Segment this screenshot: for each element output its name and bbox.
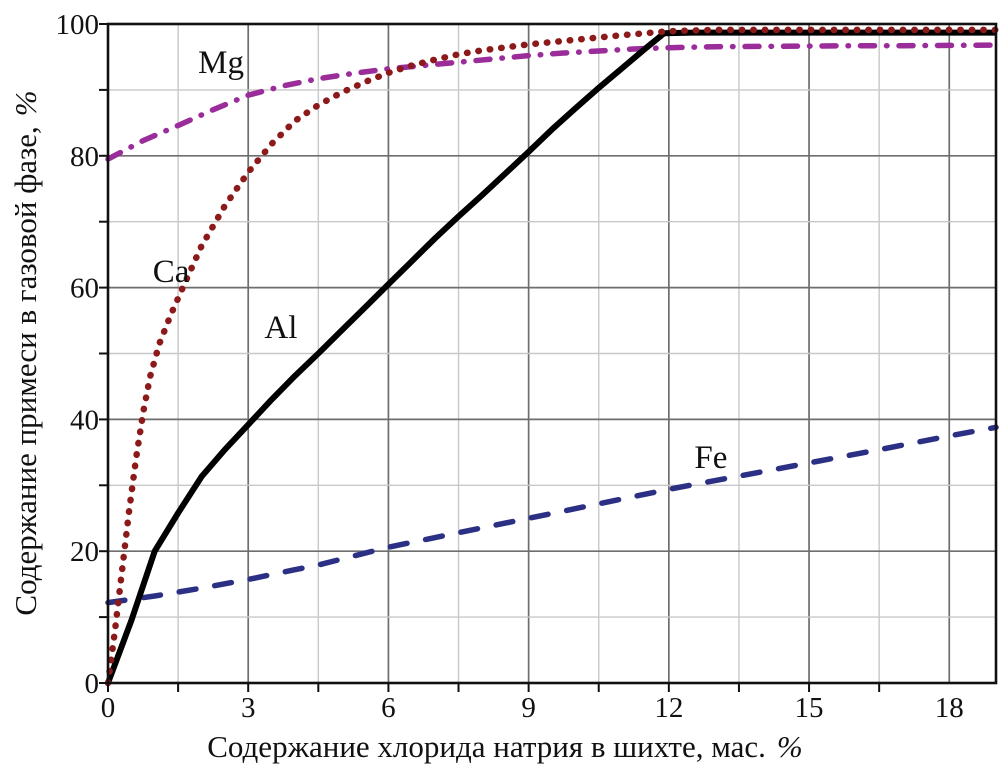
y-axis-title: Содержание примеси в газовой фазе,% [8, 90, 43, 615]
x-tick-label: 12 [654, 692, 683, 724]
x-tick-label: 15 [795, 692, 824, 724]
grid-layer [108, 24, 996, 683]
curve-Al [105, 29, 996, 685]
x-tick-label: 9 [521, 692, 536, 724]
y-axis-title-text: Содержание примеси в газовой фазе, [8, 126, 43, 615]
curve-label-Fe: Fe [694, 440, 727, 476]
series-layer [104, 26, 1000, 687]
x-tick-label: 0 [101, 692, 116, 724]
y-tick-label: 60 [70, 273, 99, 305]
x-axis-title-unit: % [777, 729, 803, 764]
curve-Ca [104, 26, 1000, 687]
y-tick-label: 20 [70, 536, 99, 568]
y-axis-title-unit: % [8, 90, 43, 116]
tick-layer: 0 3 6 9 12 15 18 0 20 40 60 80 100 [56, 9, 964, 724]
curve-label-layer: Mg Ca Al Fe [153, 45, 728, 476]
curve-label-Al: Al [264, 310, 297, 346]
y-tick-label: 40 [70, 404, 99, 436]
curve-label-Ca: Ca [153, 254, 190, 290]
x-tick-label: 6 [381, 692, 396, 724]
y-tick-label: 80 [70, 141, 99, 173]
y-tick-label: 100 [56, 9, 100, 41]
y-tick-label: 0 [85, 668, 100, 700]
x-tick-label: 3 [241, 692, 256, 724]
x-axis-title: Содержание хлорида натрия в шихте, мас.% [207, 729, 802, 764]
x-tick-label: 18 [935, 692, 964, 724]
x-axis-title-text: Содержание хлорида натрия в шихте, мас. [207, 729, 766, 764]
curve-Fe [105, 424, 999, 606]
curve-label-Mg: Mg [198, 45, 244, 81]
